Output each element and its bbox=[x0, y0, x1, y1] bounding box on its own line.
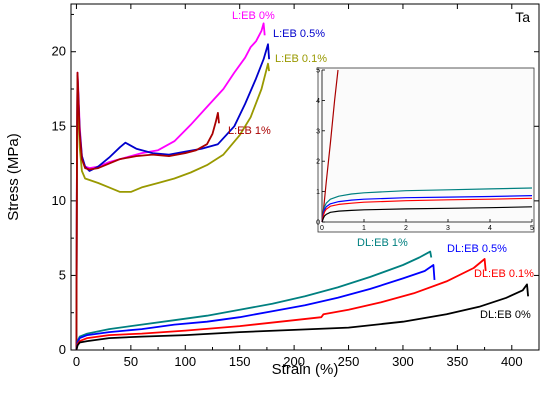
x-tick-label: 100 bbox=[174, 354, 196, 369]
legend-label-dl-eb-0-1: DL:EB 0.1% bbox=[474, 268, 534, 280]
x-tick-label: 400 bbox=[501, 354, 523, 369]
inset-series-line-l-eb bbox=[321, 69, 339, 223]
x-tick-label: 300 bbox=[392, 354, 414, 369]
legend-label-dl-eb-0: DL:EB 0% bbox=[480, 309, 531, 321]
inset-x-tick-label: 5 bbox=[530, 225, 534, 232]
x-tick-label: 150 bbox=[229, 354, 251, 369]
inset-x-tick-label: 4 bbox=[488, 225, 492, 232]
inset-y-tick-label: 1 bbox=[316, 189, 320, 196]
series-line-dl-eb-0 bbox=[75, 283, 529, 351]
corner-label: Ta bbox=[515, 9, 530, 25]
inset-x-tick-label: 0 bbox=[320, 225, 324, 232]
inset-series-line-dl-eb-0-1 bbox=[321, 197, 533, 223]
x-tick-label: 0 bbox=[73, 354, 80, 369]
legend-label-dl-eb-1: DL:EB 1% bbox=[357, 237, 408, 249]
y-tick-label: 20 bbox=[52, 44, 66, 59]
inset-y-tick-label: 5 bbox=[316, 68, 320, 75]
legend-label-l-eb-0-5: L:EB 0.5% bbox=[273, 28, 325, 40]
inset-series-line-dl-eb-0-5 bbox=[321, 195, 533, 223]
inset-y-tick-label: 0 bbox=[316, 220, 320, 227]
x-tick-label: 350 bbox=[447, 354, 469, 369]
inset-x-tick-label: 2 bbox=[404, 225, 408, 232]
y-tick-label: 10 bbox=[52, 193, 66, 208]
inset-series-line-dl-eb-0 bbox=[321, 206, 533, 223]
inset-series-lines bbox=[321, 69, 533, 223]
y-tick-label: 5 bbox=[59, 267, 66, 282]
series-line-l-eb-1 bbox=[75, 71, 220, 351]
inset-x-tick-label: 1 bbox=[362, 225, 366, 232]
x-tick-label: 200 bbox=[283, 354, 305, 369]
legend-label-l-eb-1: L:EB 1% bbox=[228, 125, 271, 137]
legend-label-l-eb-0: L:EB 0% bbox=[232, 10, 275, 22]
legend-label-l-eb-0-1: L:EB 0.1% bbox=[275, 53, 327, 65]
legend-label-dl-eb-0-5: DL:EB 0.5% bbox=[447, 243, 507, 255]
inset-y-tick-label: 3 bbox=[316, 128, 320, 135]
x-tick-label: 50 bbox=[124, 354, 138, 369]
y-tick-label: 15 bbox=[52, 118, 66, 133]
x-tick-label: 250 bbox=[338, 354, 360, 369]
inset-axis-ticks: 0 1 2 3 4 5 0 1 2 3 4 5 bbox=[316, 68, 534, 233]
main-series-lines bbox=[75, 22, 529, 351]
series-line-dl-eb-1 bbox=[75, 250, 433, 351]
x-axis-title: Strain (%) bbox=[272, 361, 339, 378]
series-line-dl-eb-0-1 bbox=[75, 258, 487, 351]
inset-y-tick-label: 4 bbox=[316, 98, 320, 105]
inset-x-tick-label: 3 bbox=[446, 225, 450, 232]
y-axis-title: Stress (MPa) bbox=[5, 133, 22, 221]
inset-series-line-dl-eb-1 bbox=[321, 187, 533, 223]
inset-frame bbox=[317, 67, 535, 233]
inset-chart: 0 1 2 3 4 5 0 1 2 3 4 5 bbox=[316, 67, 535, 233]
y-tick-label: 0 bbox=[59, 342, 66, 357]
inset-y-tick-label: 2 bbox=[316, 159, 320, 166]
series-line-dl-eb-0-5 bbox=[75, 264, 436, 351]
